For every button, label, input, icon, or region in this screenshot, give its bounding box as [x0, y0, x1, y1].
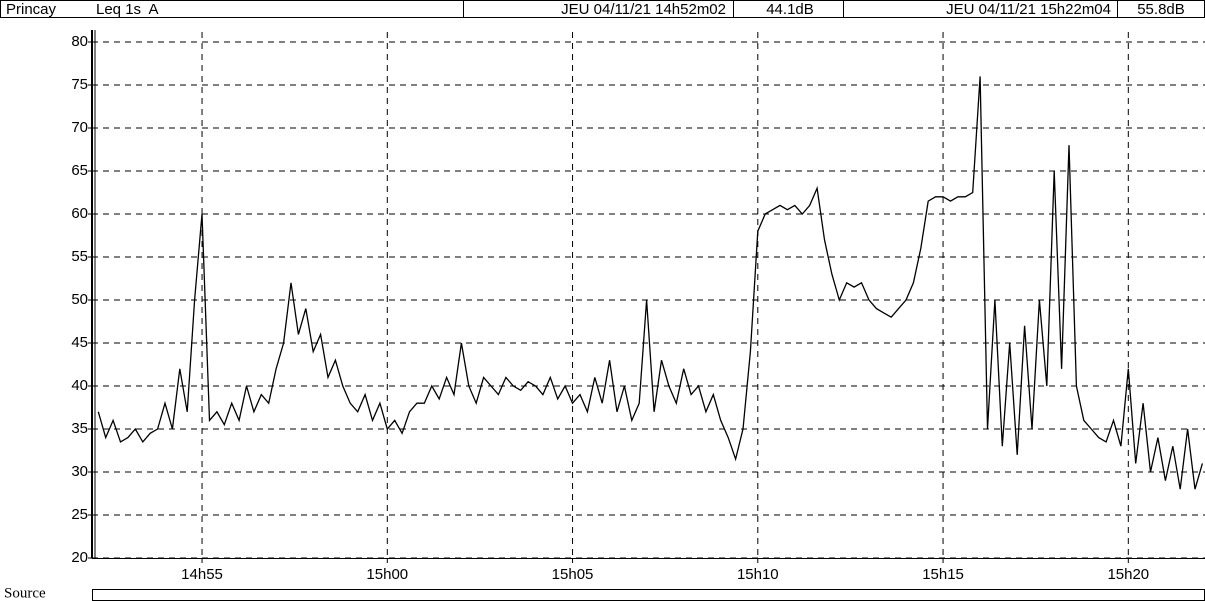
y-tick-label: 50	[71, 291, 88, 308]
x-tick-label: 15h15	[922, 566, 964, 583]
y-tick-label: 75	[71, 76, 88, 93]
measure: Leq 1s A	[96, 1, 159, 18]
y-tick-label: 40	[71, 377, 88, 394]
x-tick-label: 15h05	[552, 566, 594, 583]
y-tick-label: 55	[71, 248, 88, 265]
y-tick-label: 65	[71, 162, 88, 179]
source-box	[92, 589, 1205, 601]
plot: 20 25 30 35 40 45 50 55 60 65 70 75 80 14h55 15h00 15h0…	[71, 30, 1205, 583]
level-line	[97, 76, 1204, 490]
y-tick-label: 20	[71, 549, 88, 566]
y-tick-label: 45	[71, 334, 88, 351]
end-level: 55.8dB	[1137, 1, 1185, 18]
y-tick-label: 60	[71, 205, 88, 222]
y-tick-label: 70	[71, 119, 88, 136]
x-tick-label: 14h55	[181, 566, 223, 583]
start-level: 44.1dB	[766, 1, 814, 18]
y-tick-label: 25	[71, 506, 88, 523]
y-tick-label: 30	[71, 463, 88, 480]
end-time: JEU 04/11/21 15h22m04	[946, 1, 1111, 18]
station: Princay	[6, 1, 57, 18]
y-tick-label: 35	[71, 420, 88, 437]
x-tick-label: 15h00	[366, 566, 408, 583]
start-time: JEU 04/11/21 14h52m02	[561, 1, 726, 18]
x-tick-label: 15h10	[737, 566, 779, 583]
x-tick-label: 15h20	[1107, 566, 1149, 583]
y-tick-label: 80	[71, 33, 88, 50]
source-label: Source	[4, 585, 46, 601]
